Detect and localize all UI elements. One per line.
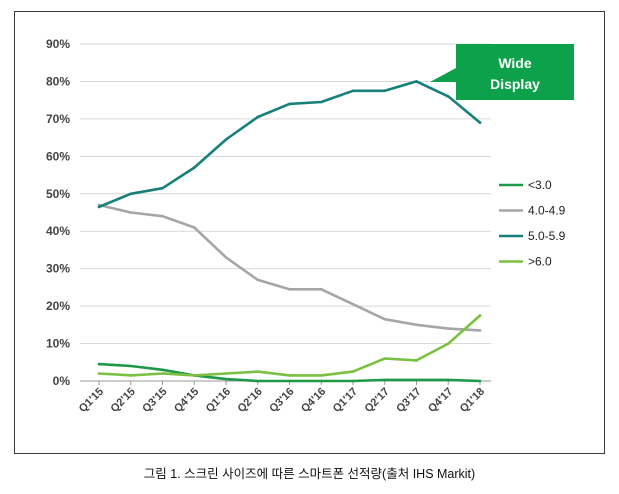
y-tick-label: 90% bbox=[46, 37, 70, 51]
x-tick-label: Q2'15 bbox=[109, 386, 138, 415]
figure-caption: 그림 1. 스크린 사이즈에 따른 스마트폰 선적량(출처 IHS Markit… bbox=[143, 467, 476, 481]
data-point bbox=[320, 100, 323, 104]
data-point bbox=[129, 364, 133, 368]
data-point bbox=[193, 226, 196, 229]
x-tick-label: Q4'16 bbox=[299, 386, 328, 415]
data-point bbox=[447, 378, 450, 382]
x-tick-label: Q1'16 bbox=[204, 386, 233, 415]
x-tick-label: Q1'17 bbox=[331, 386, 360, 415]
x-tick-label: Q4'15 bbox=[172, 386, 201, 415]
data-point bbox=[320, 374, 323, 377]
x-tick-label: Q1'15 bbox=[77, 386, 106, 415]
data-point bbox=[129, 211, 133, 214]
x-axis-ticks: Q1'15 Q2'15 Q3'15 Q4'15 Q1'16 Q2'16 Q3'16 Q4'16… bbox=[77, 381, 487, 415]
data-point bbox=[161, 186, 164, 190]
x-tick-label: Q4'17 bbox=[426, 386, 455, 415]
data-point bbox=[97, 362, 101, 366]
data-point bbox=[478, 121, 482, 124]
data-point bbox=[161, 372, 164, 375]
x-tick-label: Q1'18 bbox=[458, 386, 487, 415]
data-point bbox=[415, 323, 418, 327]
y-tick-label: 50% bbox=[46, 187, 70, 201]
callout-text-line2: Display bbox=[490, 76, 540, 92]
y-tick-label: 20% bbox=[46, 299, 70, 313]
x-tick-label: Q3'15 bbox=[140, 386, 169, 415]
series-line-0 bbox=[97, 362, 482, 383]
x-tick-label: Q2'16 bbox=[236, 386, 265, 415]
data-point bbox=[415, 359, 418, 362]
data-point bbox=[97, 205, 101, 209]
y-tick-label: 30% bbox=[46, 262, 70, 276]
data-point bbox=[129, 374, 133, 377]
data-point bbox=[256, 278, 260, 282]
legend-label: <3.0 bbox=[528, 178, 552, 192]
data-point bbox=[161, 368, 164, 372]
x-tick-label: Q3'16 bbox=[267, 386, 296, 415]
wide-display-callout: Wide Display bbox=[430, 44, 574, 100]
series-lines bbox=[97, 80, 482, 383]
y-tick-label: 80% bbox=[46, 74, 70, 88]
data-point bbox=[415, 378, 418, 382]
y-tick-label: 60% bbox=[46, 149, 70, 163]
data-point bbox=[129, 192, 133, 196]
y-tick-label: 70% bbox=[46, 112, 70, 126]
y-axis-ticks: 0% 10% 20% 30% 40% 50% 60% 70% 80% 90% bbox=[46, 37, 70, 388]
y-tick-label: 10% bbox=[46, 337, 70, 351]
data-point bbox=[383, 317, 387, 321]
data-point bbox=[288, 374, 291, 377]
data-point bbox=[447, 327, 450, 330]
data-point bbox=[383, 378, 387, 382]
data-point bbox=[383, 89, 387, 93]
data-point bbox=[161, 214, 164, 218]
data-point bbox=[288, 288, 291, 291]
callout-text-line1: Wide bbox=[498, 55, 532, 71]
callout-box bbox=[430, 44, 574, 100]
data-point bbox=[351, 379, 355, 383]
y-tick-label: 0% bbox=[53, 374, 71, 388]
y-tick-label: 40% bbox=[46, 224, 70, 238]
data-point bbox=[478, 379, 482, 383]
data-point bbox=[288, 379, 291, 383]
data-point bbox=[415, 80, 418, 83]
legend-label: >6.0 bbox=[528, 255, 552, 269]
data-point bbox=[256, 370, 260, 373]
data-point bbox=[351, 302, 355, 306]
data-point bbox=[320, 379, 323, 383]
data-point bbox=[320, 288, 323, 291]
legend-label: 4.0-4.9 bbox=[528, 204, 566, 218]
data-point bbox=[193, 166, 196, 169]
legend: <3.0 4.0-4.9 5.0-5.9 >6.0 bbox=[499, 178, 566, 269]
series-line-2 bbox=[97, 80, 482, 209]
x-tick-label: Q3'17 bbox=[394, 386, 423, 415]
data-point bbox=[288, 102, 291, 106]
data-point bbox=[447, 95, 450, 98]
data-point bbox=[224, 256, 228, 259]
data-point bbox=[351, 89, 355, 93]
data-point bbox=[478, 314, 482, 317]
data-point bbox=[193, 374, 196, 377]
data-point bbox=[256, 115, 260, 119]
legend-label: 5.0-5.9 bbox=[528, 229, 566, 243]
data-point bbox=[351, 370, 355, 373]
data-point bbox=[447, 342, 450, 345]
data-point bbox=[224, 372, 228, 375]
x-tick-label: Q2'17 bbox=[363, 386, 392, 415]
data-point bbox=[256, 379, 260, 383]
data-point bbox=[97, 372, 101, 375]
data-point bbox=[478, 329, 482, 332]
data-point bbox=[224, 377, 228, 381]
data-point bbox=[224, 138, 228, 141]
series-line-1 bbox=[97, 203, 482, 332]
data-point bbox=[383, 357, 387, 360]
